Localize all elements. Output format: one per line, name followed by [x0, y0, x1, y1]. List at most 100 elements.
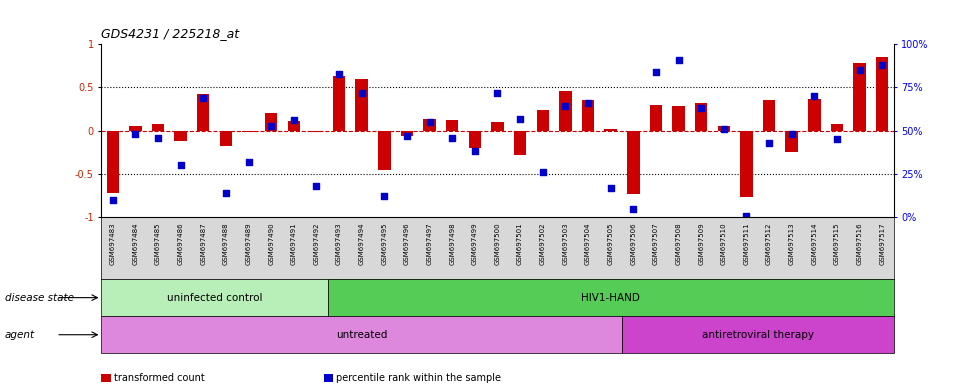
Text: GSM697490: GSM697490 — [269, 222, 274, 265]
Bar — [152, 124, 164, 131]
Text: GSM697503: GSM697503 — [562, 222, 568, 265]
Text: GSM697516: GSM697516 — [857, 222, 863, 265]
Text: GSM697501: GSM697501 — [517, 222, 524, 265]
Bar — [265, 113, 277, 131]
Point — [468, 148, 483, 154]
Text: antiretroviral therapy: antiretroviral therapy — [701, 330, 813, 340]
Bar — [650, 105, 662, 131]
Bar — [605, 129, 617, 131]
Bar — [175, 131, 186, 141]
Bar — [101, 279, 327, 316]
Point — [105, 197, 121, 203]
Text: GSM697509: GSM697509 — [698, 222, 704, 265]
Point — [694, 105, 709, 111]
Point — [535, 169, 551, 175]
Bar — [106, 131, 119, 193]
Point — [648, 69, 664, 75]
Point — [829, 136, 844, 142]
Text: GSM697515: GSM697515 — [834, 222, 840, 265]
Text: GSM697507: GSM697507 — [653, 222, 659, 265]
Text: GSM697496: GSM697496 — [404, 222, 410, 265]
Text: GSM697514: GSM697514 — [811, 222, 817, 265]
Point — [670, 57, 686, 63]
Text: GSM697499: GSM697499 — [471, 222, 478, 265]
Point — [241, 159, 256, 165]
Text: GSM697512: GSM697512 — [766, 222, 772, 265]
Bar — [809, 99, 820, 131]
Point — [807, 93, 822, 99]
Bar — [559, 91, 572, 131]
Bar — [469, 131, 481, 148]
Text: GSM697505: GSM697505 — [608, 222, 613, 265]
Text: GSM697497: GSM697497 — [427, 222, 433, 265]
Bar — [492, 122, 503, 131]
Text: GSM697511: GSM697511 — [744, 222, 750, 265]
Text: GSM697491: GSM697491 — [291, 222, 297, 265]
Bar — [740, 131, 753, 197]
Text: GSM697493: GSM697493 — [336, 222, 342, 265]
Bar — [327, 279, 894, 316]
Text: disease state: disease state — [5, 293, 73, 303]
Text: GSM697502: GSM697502 — [540, 222, 546, 265]
Text: GSM697506: GSM697506 — [630, 222, 637, 265]
Bar — [763, 101, 776, 131]
Bar — [129, 126, 142, 131]
Bar — [536, 110, 549, 131]
Point — [444, 134, 460, 141]
Point — [354, 89, 369, 96]
Text: percentile rank within the sample: percentile rank within the sample — [336, 373, 501, 383]
Bar — [378, 131, 390, 170]
Text: GSM697486: GSM697486 — [178, 222, 184, 265]
Text: GSM697485: GSM697485 — [155, 222, 161, 265]
Text: GSM697492: GSM697492 — [313, 222, 320, 265]
Bar — [219, 131, 232, 146]
Text: agent: agent — [5, 330, 35, 340]
Point — [399, 133, 414, 139]
Point — [490, 89, 505, 96]
Text: untreated: untreated — [336, 330, 387, 340]
Bar — [355, 79, 368, 131]
Bar — [310, 131, 323, 132]
Point — [557, 103, 573, 109]
Text: GSM697483: GSM697483 — [110, 222, 116, 265]
Text: GSM697504: GSM697504 — [585, 222, 591, 265]
Text: GSM697487: GSM697487 — [200, 222, 207, 265]
Bar — [401, 131, 413, 136]
Bar — [288, 121, 300, 131]
Bar — [785, 131, 798, 152]
Point — [331, 71, 347, 77]
Bar — [831, 124, 843, 131]
Point — [309, 183, 325, 189]
Text: GDS4231 / 225218_at: GDS4231 / 225218_at — [101, 27, 240, 40]
Text: GSM697488: GSM697488 — [223, 222, 229, 265]
Point — [173, 162, 188, 169]
Bar — [627, 131, 639, 194]
Point — [422, 119, 438, 125]
Point — [603, 185, 618, 191]
Bar — [718, 126, 730, 131]
Bar — [876, 57, 889, 131]
Point — [784, 131, 800, 137]
Point — [264, 122, 279, 129]
Point — [581, 100, 596, 106]
Point — [128, 131, 143, 137]
Point — [377, 194, 392, 200]
Bar — [423, 119, 436, 131]
Text: GSM697508: GSM697508 — [675, 222, 682, 265]
Point — [151, 134, 166, 141]
Text: HIV1-HAND: HIV1-HAND — [582, 293, 640, 303]
Point — [874, 62, 890, 68]
Point — [739, 212, 754, 218]
Point — [286, 117, 301, 123]
Text: GSM697513: GSM697513 — [788, 222, 795, 265]
Point — [218, 190, 234, 196]
Text: GSM697495: GSM697495 — [382, 222, 387, 265]
Bar — [101, 316, 622, 353]
Point — [512, 116, 527, 122]
Point — [195, 95, 211, 101]
Bar — [622, 316, 894, 353]
Bar — [197, 94, 210, 131]
Text: uninfected control: uninfected control — [167, 293, 263, 303]
Point — [761, 140, 777, 146]
Bar — [514, 131, 526, 155]
